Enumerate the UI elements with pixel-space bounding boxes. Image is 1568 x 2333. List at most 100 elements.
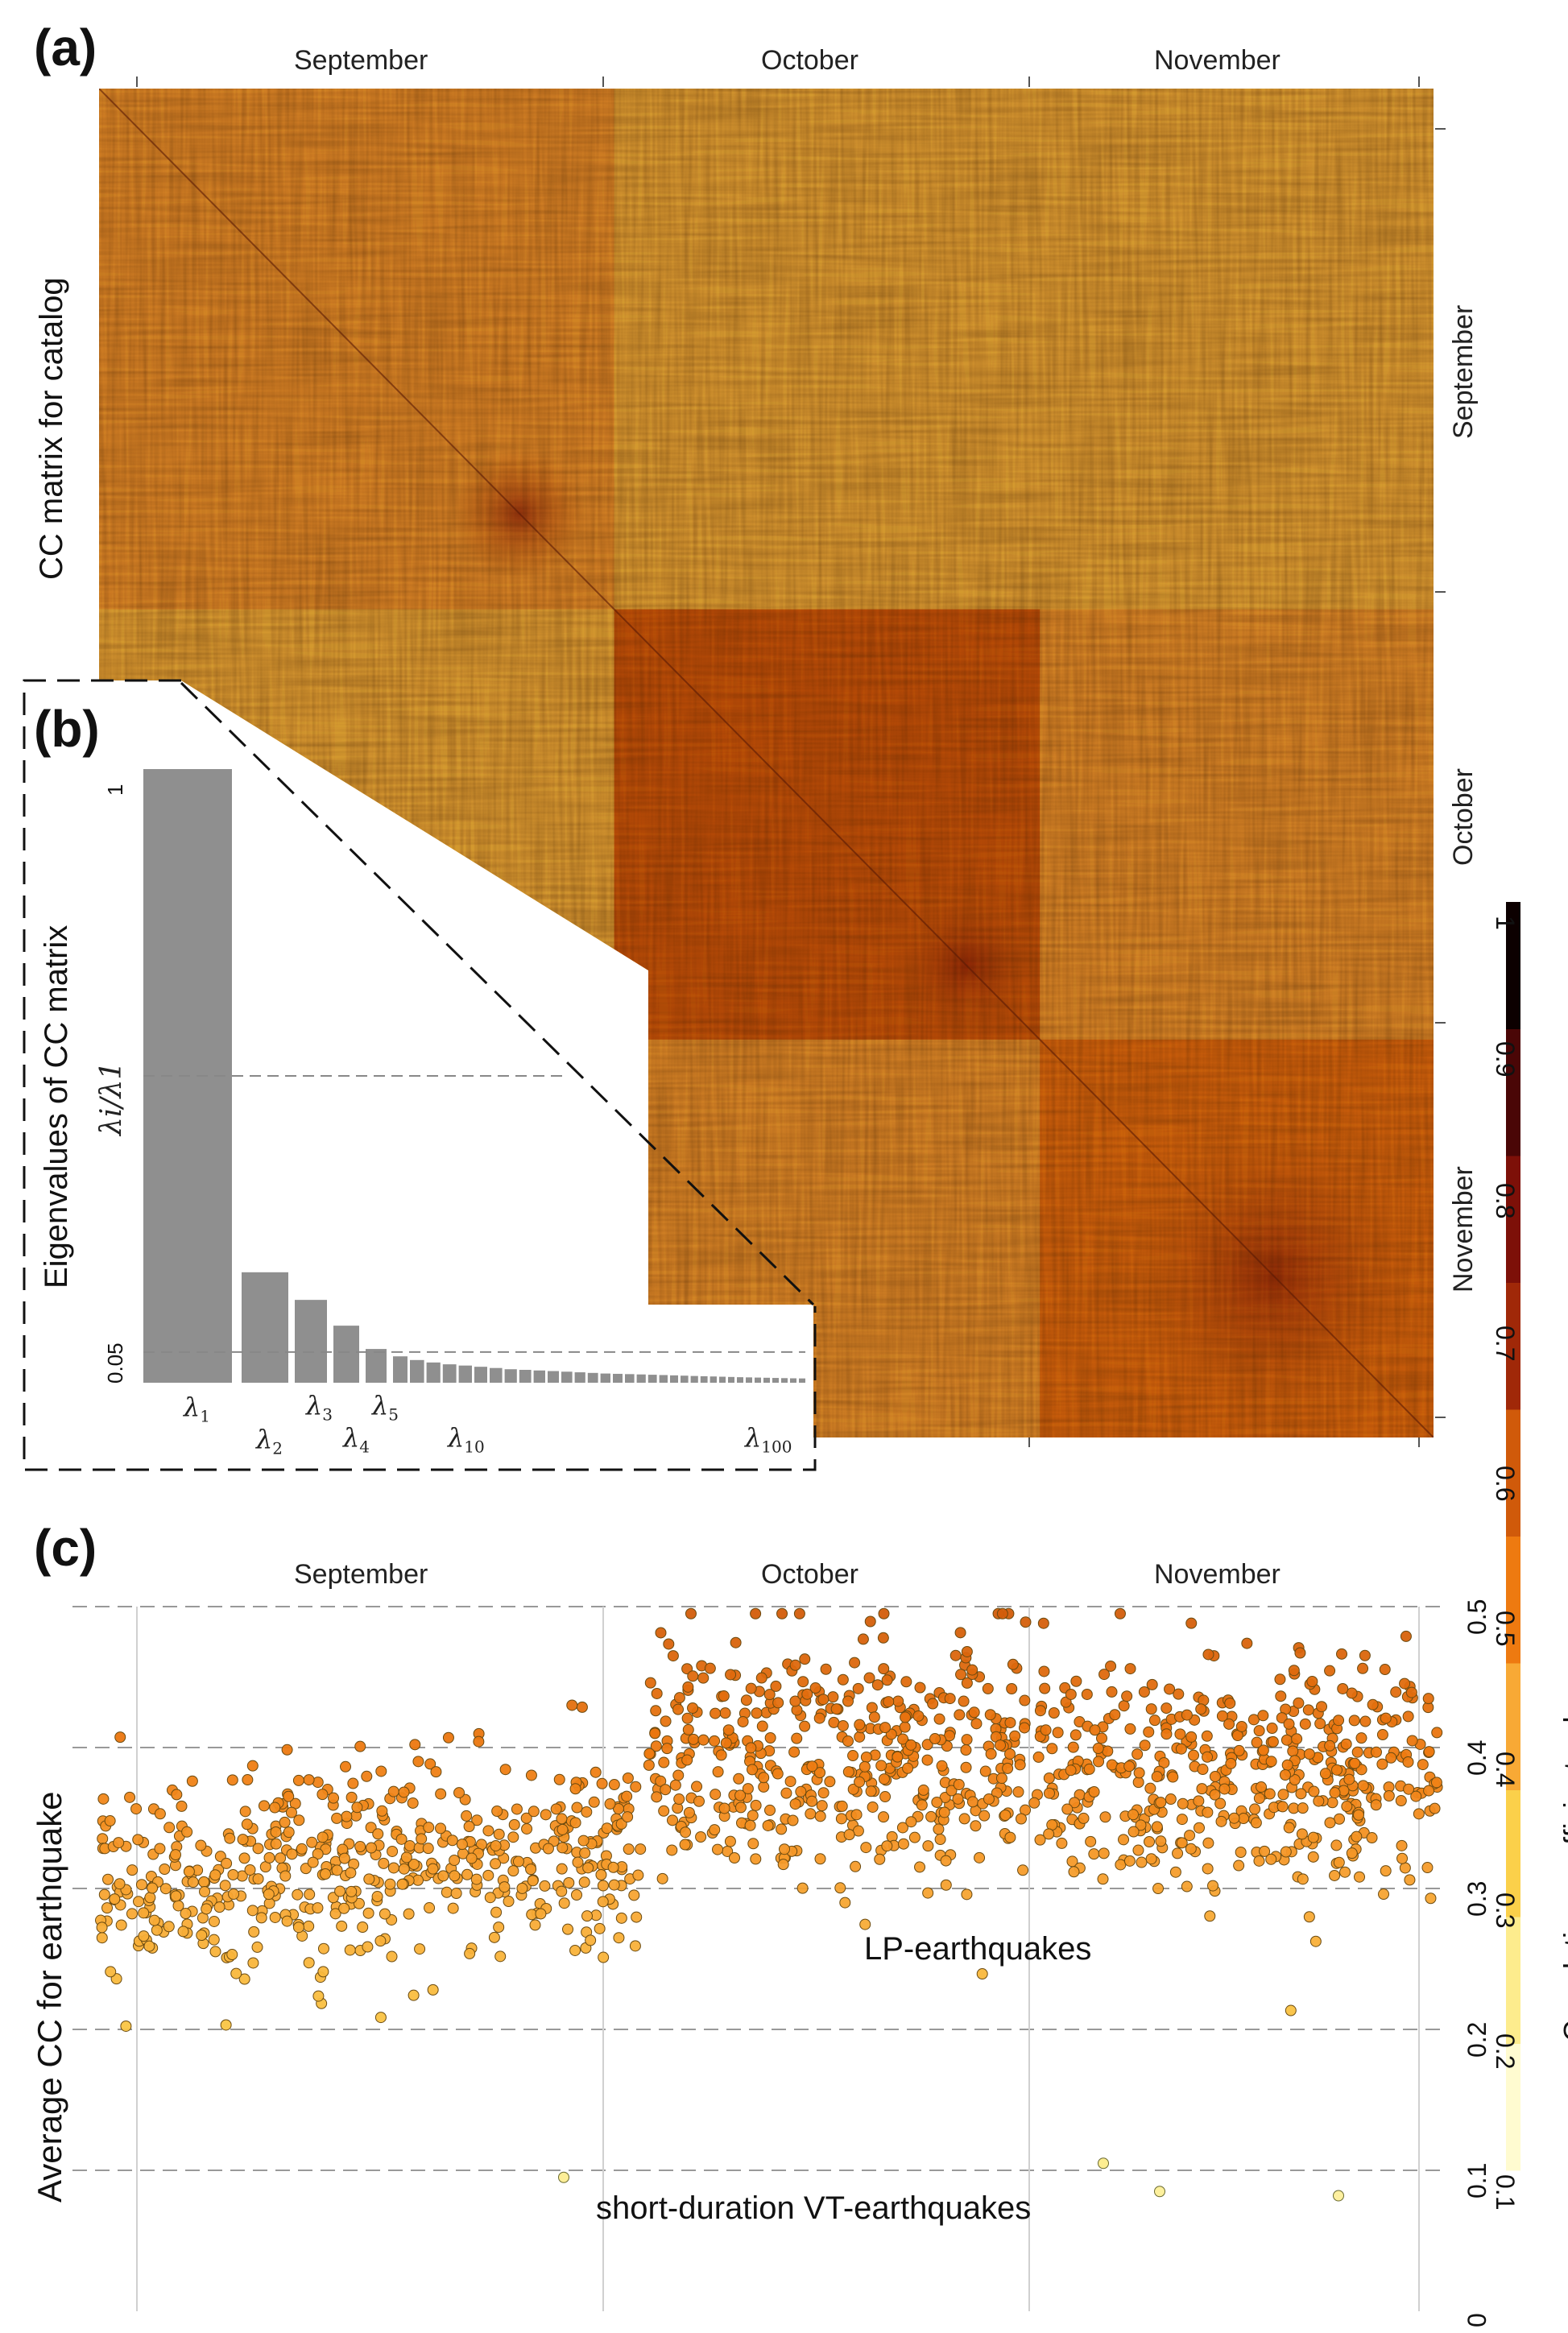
- scatter-point: [1133, 1767, 1145, 1779]
- scatter-point: [569, 1817, 581, 1829]
- heatmap-diagonal: [99, 89, 1434, 1437]
- eigenvalue-bar-37: [772, 1378, 779, 1383]
- scatter-point: [578, 1876, 590, 1888]
- scatter-point: [814, 1767, 826, 1779]
- eigenvalue-title: Eigenvalues of CC matrix: [39, 925, 74, 1289]
- scatter-point: [1143, 1726, 1155, 1738]
- scatter-point: [387, 1862, 399, 1874]
- scatter-point: [864, 1615, 876, 1628]
- eigenvalue-bar-39: [790, 1378, 796, 1383]
- scatter-point: [1331, 1764, 1343, 1776]
- scatter-point: [672, 1769, 685, 1781]
- scatter-point: [837, 1673, 849, 1686]
- scatter-point: [590, 1766, 602, 1778]
- scatter-point: [488, 1931, 500, 1943]
- scatter-point: [550, 1803, 562, 1815]
- scatter-point: [183, 1865, 195, 1877]
- scatter-point: [572, 1856, 584, 1868]
- scatter-point: [1324, 1665, 1336, 1677]
- scatter-point: [1078, 1812, 1090, 1824]
- scatter-point: [1124, 1663, 1136, 1675]
- scatter-point: [709, 1824, 721, 1836]
- scatter-point: [900, 1711, 912, 1723]
- scatter-point: [1034, 1834, 1046, 1846]
- scatter-point: [1136, 1856, 1148, 1868]
- scatter-point: [1288, 1665, 1300, 1677]
- scatter-point: [1173, 1688, 1185, 1700]
- scatter-point: [1241, 1637, 1253, 1649]
- scatter-point: [900, 1676, 912, 1688]
- scatter-point: [883, 1696, 895, 1708]
- scatter-point: [130, 1803, 143, 1815]
- scatter-point: [1238, 1813, 1250, 1825]
- eigenvalue-bar-22: [625, 1374, 635, 1383]
- scatter-point: [1293, 1697, 1305, 1709]
- scatter-point: [1319, 1768, 1331, 1780]
- scatter-point: [387, 1845, 399, 1857]
- scatter-point: [776, 1607, 788, 1619]
- scatter-point: [195, 1839, 207, 1851]
- scatter-point: [450, 1888, 462, 1900]
- scatter-point: [718, 1802, 730, 1814]
- scatter-point: [435, 1788, 447, 1800]
- scatter-point: [929, 1733, 941, 1745]
- scatter-point: [952, 1793, 964, 1805]
- scatter-point: [177, 1926, 189, 1938]
- scatter-point: [1165, 1793, 1177, 1806]
- scatter-point: [1083, 1763, 1095, 1775]
- scatter-point: [396, 1878, 408, 1890]
- scatter-point: [362, 1941, 374, 1953]
- scatter-ytick-0: 0: [1463, 2313, 1491, 2327]
- scatter-point: [279, 1816, 291, 1828]
- scatter-point: [905, 1739, 917, 1751]
- scatter-point: [258, 1800, 270, 1812]
- eigenvalue-bar-38: [781, 1378, 788, 1383]
- scatter-point: [1330, 1839, 1343, 1851]
- scatter-point: [1172, 1847, 1184, 1859]
- scatter-point: [1259, 1845, 1271, 1857]
- scatter-point: [296, 1843, 308, 1855]
- eigenvalue-bar-40: [799, 1378, 805, 1383]
- scatter-point: [958, 1695, 970, 1707]
- scatter-x-tick-november: November: [1154, 1559, 1280, 1590]
- scatter-point: [341, 1810, 353, 1822]
- colorbar-tick-07: 0.7: [1491, 1326, 1520, 1362]
- scatter-point: [1296, 1828, 1308, 1840]
- scatter-point: [1185, 1617, 1198, 1629]
- scatter-point: [208, 1934, 220, 1946]
- scatter-point: [720, 1737, 732, 1749]
- scatter-point: [1202, 1837, 1214, 1849]
- scatter-point: [1276, 1801, 1289, 1813]
- eigenvalue-bar-21: [613, 1373, 623, 1383]
- scatter-point: [465, 1852, 478, 1864]
- scatter-outlier-point: [558, 2171, 569, 2183]
- scatter-point: [345, 1791, 358, 1803]
- scatter-point: [710, 1707, 722, 1719]
- scatter-points: [95, 1607, 1443, 2202]
- scatter-point: [414, 1943, 426, 1955]
- scatter-point: [1351, 1830, 1363, 1843]
- scatter-point: [228, 1888, 240, 1901]
- scatter-point: [658, 1756, 670, 1768]
- scatter-point: [1348, 1715, 1360, 1727]
- scatter-point: [1406, 1735, 1418, 1747]
- scatter-point: [588, 1796, 600, 1808]
- scatter-point: [854, 1719, 866, 1731]
- scatter-point: [878, 1607, 890, 1619]
- scatter-point: [416, 1833, 428, 1845]
- scatter-point: [842, 1695, 854, 1707]
- scatter-point: [1181, 1709, 1193, 1721]
- scatter-point: [1097, 1873, 1109, 1885]
- scatter-point: [827, 1691, 839, 1703]
- scatter-point: [1265, 1756, 1277, 1768]
- scatter-point: [306, 1836, 318, 1848]
- scatter-point: [374, 2012, 387, 2024]
- scatter-point: [1177, 1797, 1189, 1810]
- scatter-point: [556, 1842, 569, 1854]
- heatmap-x-tick-october: October: [761, 45, 858, 76]
- scatter-point: [317, 1942, 329, 1955]
- scatter-point: [512, 1855, 524, 1868]
- scatter-point: [847, 1783, 859, 1795]
- colorbar-tick-1: 1: [1491, 916, 1520, 930]
- scatter-point: [751, 1707, 763, 1719]
